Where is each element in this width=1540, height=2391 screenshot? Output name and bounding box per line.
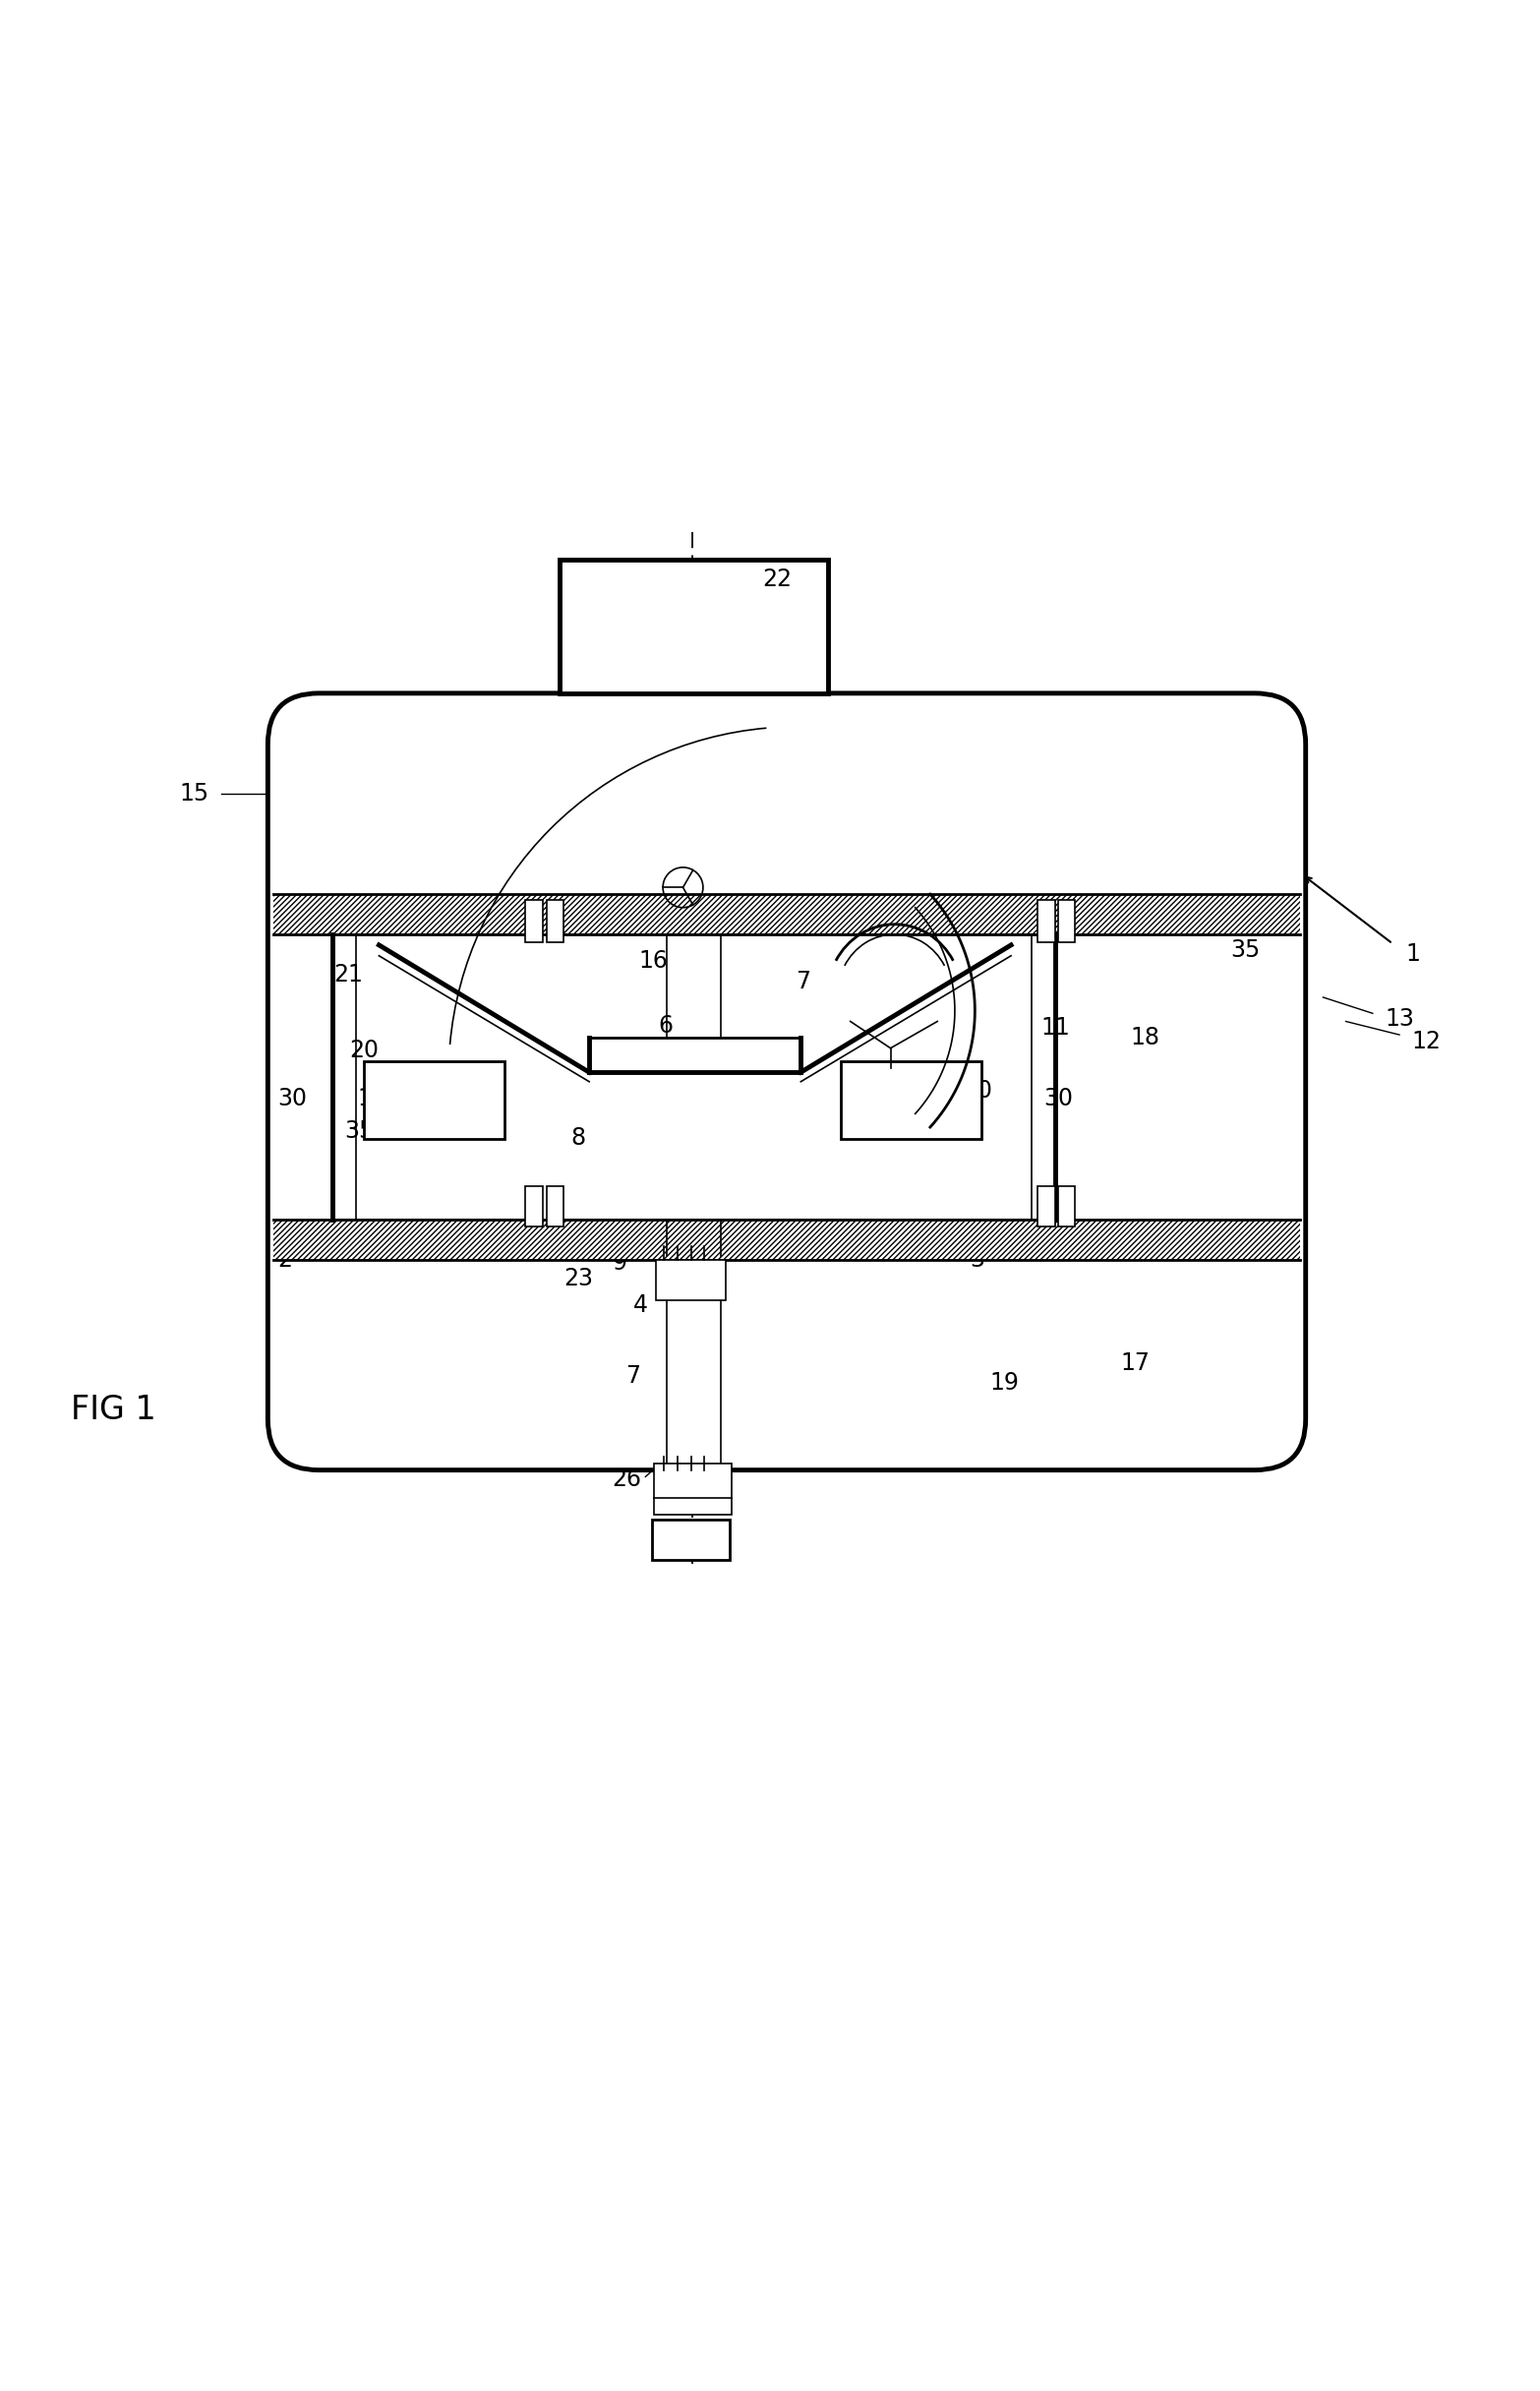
- Text: 26: 26: [611, 1468, 642, 1492]
- Bar: [525, 899, 542, 942]
- Text: 6: 6: [658, 1014, 673, 1038]
- Text: 35: 35: [343, 1119, 374, 1143]
- Bar: [841, 1062, 981, 1138]
- Bar: [1038, 899, 1055, 942]
- Text: 23: 23: [564, 1267, 593, 1291]
- FancyBboxPatch shape: [268, 693, 1306, 1470]
- Text: 20: 20: [350, 1040, 379, 1062]
- Bar: [656, 1260, 725, 1301]
- Text: 12: 12: [1412, 1031, 1441, 1054]
- Text: 8: 8: [574, 1227, 590, 1250]
- Bar: [653, 1463, 732, 1514]
- Text: 35: 35: [1230, 940, 1260, 961]
- Bar: [1038, 1186, 1055, 1227]
- Bar: [559, 559, 827, 693]
- Bar: [1058, 899, 1075, 942]
- Bar: [651, 1521, 730, 1559]
- Text: 15: 15: [179, 782, 209, 806]
- Text: 8: 8: [571, 1126, 585, 1150]
- Text: 4: 4: [633, 1294, 647, 1317]
- Bar: [525, 1186, 542, 1227]
- Bar: [547, 899, 564, 942]
- Text: 16: 16: [639, 949, 668, 973]
- Text: 3: 3: [970, 1248, 986, 1272]
- Text: 7: 7: [627, 1365, 641, 1389]
- Text: FIG 1: FIG 1: [71, 1394, 157, 1425]
- Text: 11: 11: [1041, 1016, 1070, 1040]
- Text: 10: 10: [679, 1253, 708, 1277]
- Text: 19: 19: [990, 1370, 1019, 1394]
- Text: 13: 13: [1384, 1007, 1414, 1031]
- Text: 14: 14: [357, 1088, 387, 1112]
- Bar: [547, 1186, 564, 1227]
- Text: 30: 30: [1043, 1088, 1073, 1112]
- Text: 20: 20: [962, 1078, 992, 1102]
- Text: 1: 1: [1406, 942, 1420, 966]
- Text: 30: 30: [277, 1088, 306, 1112]
- Text: 7: 7: [796, 968, 812, 992]
- Text: 9: 9: [613, 1250, 627, 1274]
- Bar: [273, 1219, 1300, 1260]
- Text: 22: 22: [762, 567, 792, 591]
- Text: 2: 2: [277, 1248, 293, 1272]
- Text: 18: 18: [1130, 1026, 1160, 1050]
- Text: 21: 21: [334, 964, 363, 987]
- Text: 17: 17: [1121, 1351, 1150, 1375]
- Bar: [273, 894, 1300, 935]
- Bar: [1058, 1186, 1075, 1227]
- Bar: [365, 1062, 505, 1138]
